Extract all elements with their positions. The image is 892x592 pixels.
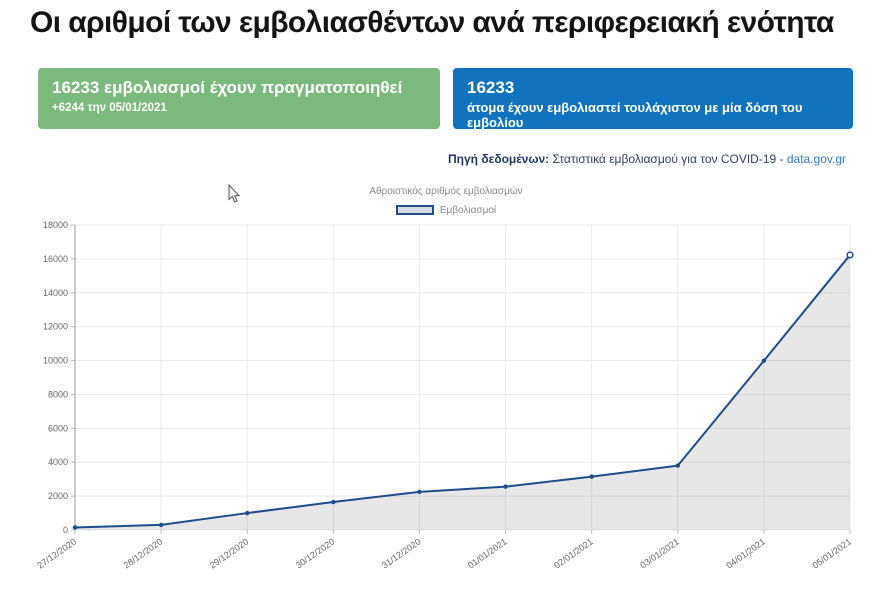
data-source-label: Πηγή δεδομένων:	[448, 152, 550, 166]
svg-text:16000: 16000	[43, 254, 68, 264]
chart-title: Αθροιστικός αριθμός εμβολιασμών	[369, 186, 523, 197]
vaccinations-card-headline: 16233 εμβολιασμοί έχουν πραγματοποιηθεί	[52, 78, 403, 97]
svg-text:28/12/2020: 28/12/2020	[122, 536, 165, 570]
svg-text:30/12/2020: 30/12/2020	[294, 536, 337, 570]
page-title: Οι αριθμοί των εμβολιασθέντων ανά περιφε…	[30, 6, 834, 39]
svg-text:12000: 12000	[43, 322, 68, 332]
svg-text:14000: 14000	[43, 288, 68, 298]
vaccinations-card-subline: +6244 την 05/01/2021	[52, 102, 167, 114]
svg-text:31/12/2020: 31/12/2020	[380, 536, 423, 570]
svg-text:05/01/2021: 05/01/2021	[811, 536, 854, 570]
svg-text:10000: 10000	[43, 356, 68, 366]
people-card: 16233 άτομα έχουν εμβολιαστεί τουλάχιστο…	[453, 68, 853, 129]
vaccinations-card: 16233 εμβολιασμοί έχουν πραγματοποιηθεί …	[38, 68, 440, 129]
svg-text:4000: 4000	[48, 457, 68, 467]
svg-text:18000: 18000	[43, 220, 68, 230]
data-source-text: Στατιστικά εμβολιασμού για τον COVID-19 …	[549, 152, 787, 166]
svg-text:03/01/2021: 03/01/2021	[638, 536, 681, 570]
people-card-subline: άτομα έχουν εμβολιαστεί τουλάχιστον με μ…	[467, 100, 803, 129]
chart-legend-item[interactable]: Εμβολιασμοί	[0, 202, 892, 218]
mouse-cursor-icon	[228, 184, 240, 203]
svg-text:29/12/2020: 29/12/2020	[208, 536, 251, 570]
svg-text:0: 0	[63, 525, 68, 535]
chart: Αθροιστικός αριθμός εμβολιασμών Εμβολιασ…	[0, 186, 892, 570]
data-source-link[interactable]: data.gov.gr	[786, 152, 846, 166]
legend-label: Εμβολιασμοί	[439, 204, 497, 216]
svg-text:02/01/2021: 02/01/2021	[552, 536, 595, 570]
chart-canvas[interactable]: 0 2000 4000 6000 8000 10000 12000 14000 16000 180…	[30, 218, 892, 588]
svg-text:2000: 2000	[48, 491, 68, 501]
svg-text:04/01/2021: 04/01/2021	[724, 536, 767, 570]
svg-text:8000: 8000	[48, 389, 68, 399]
legend-swatch	[395, 205, 434, 215]
svg-text:6000: 6000	[48, 423, 68, 433]
people-card-headline: 16233	[467, 78, 515, 97]
svg-text:27/12/2020: 27/12/2020	[36, 536, 79, 570]
svg-text:01/01/2021: 01/01/2021	[466, 536, 509, 570]
data-source: Πηγή δεδομένων: Στατιστικά εμβολιασμού γ…	[448, 152, 846, 166]
